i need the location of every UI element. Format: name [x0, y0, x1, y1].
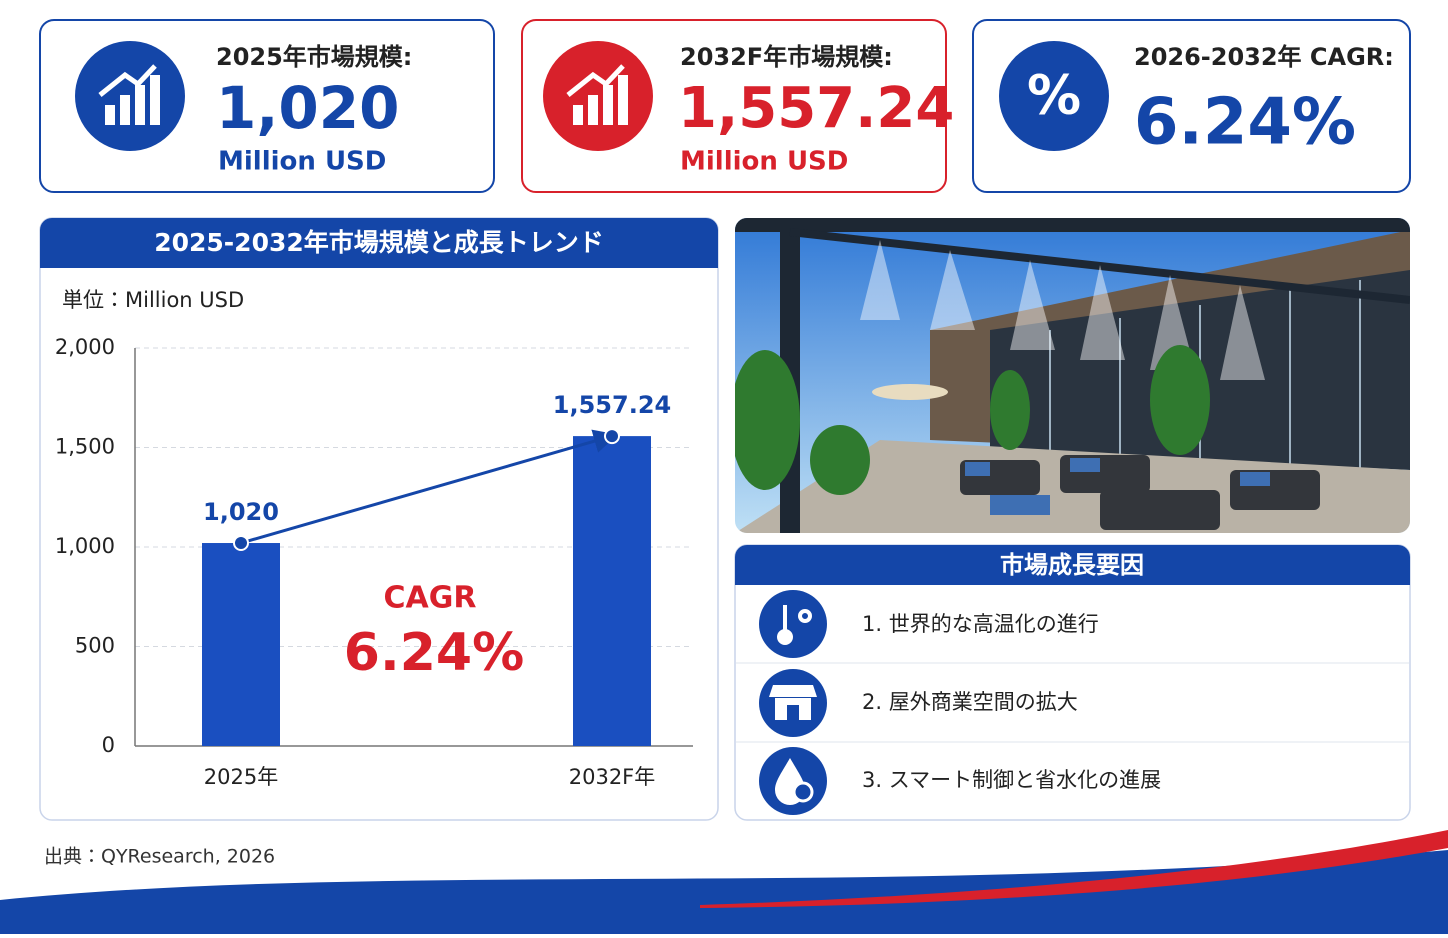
cagr-value: 6.24%	[344, 623, 524, 683]
y-tick-label: 2,000	[55, 335, 115, 359]
chart-title: 2025-2032年市場規模と成長トレンド	[154, 228, 604, 257]
y-tick-label: 0	[102, 733, 115, 757]
factors-header	[735, 545, 1410, 585]
factor-item: 1. 世界的な高温化の進行	[862, 612, 1099, 636]
kpi-icon-bars	[566, 64, 628, 125]
factor-icon-glyph	[769, 685, 817, 720]
footer-wave	[0, 850, 1448, 934]
kpi-label: 2026-2032年 CAGR:	[1134, 43, 1394, 71]
kpi-unit: Million USD	[680, 147, 848, 177]
factor-icon-glyph	[775, 758, 814, 805]
kpi-value: 1,557.24	[678, 76, 954, 141]
x-tick-label: 2032F年	[569, 765, 656, 789]
value-label: 1,020	[203, 498, 279, 526]
factor-item: 2. 屋外商業空間の拡大	[862, 690, 1078, 714]
factor-icon	[759, 590, 827, 658]
trend-arrow	[240, 429, 618, 545]
kpi-value: 6.24%	[1134, 86, 1356, 160]
kpi-unit: Million USD	[218, 147, 386, 177]
kpi-label: 2025年市場規模:	[216, 43, 412, 71]
kpi-icon-glyph: %	[1027, 64, 1081, 127]
kpi-icon	[999, 41, 1109, 151]
value-label: 1,557.24	[553, 391, 671, 419]
kpi-label: 2032F年市場規模:	[680, 43, 893, 71]
footer-stripe	[700, 830, 1448, 908]
bar	[573, 436, 651, 746]
x-tick-label: 2025年	[204, 765, 278, 789]
factors-title: 市場成長要因	[1000, 551, 1144, 579]
trend-point	[604, 428, 620, 445]
source: 出典：QYResearch, 2026	[44, 846, 275, 868]
factor-icon-glyph	[777, 605, 812, 645]
unit-label: 単位：Million USD	[62, 288, 244, 312]
photo	[735, 218, 1410, 533]
kpi-value: 1,020	[216, 74, 399, 142]
factor-item: 3. スマート制御と省水化の進展	[862, 768, 1161, 792]
y-tick-label: 1,000	[55, 534, 115, 558]
trend-point	[233, 535, 249, 552]
cagr-label: CAGR	[384, 581, 477, 616]
kpi-icon-bars	[98, 64, 160, 125]
bar	[202, 543, 280, 746]
y-tick-label: 500	[75, 634, 115, 658]
y-tick-label: 1,500	[55, 435, 115, 459]
plot: 0 500 1,000 1,500 2,000 2025年 2032F年 1,020 1,557…	[55, 335, 693, 789]
chart-header	[40, 218, 718, 268]
